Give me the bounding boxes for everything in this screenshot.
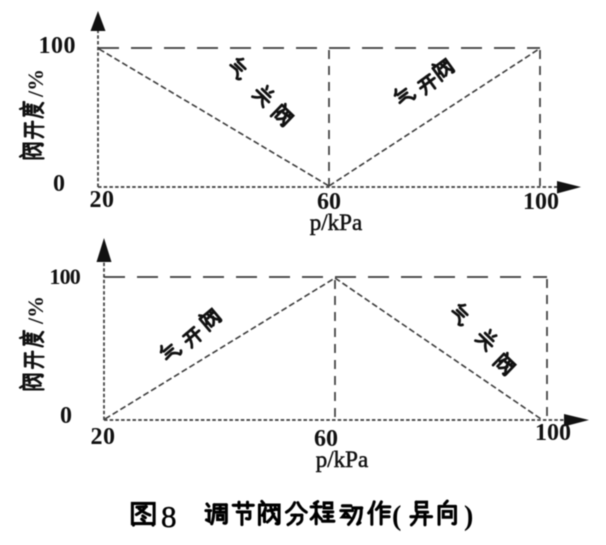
svg-text:60: 60 (317, 189, 341, 215)
svg-text:/%: /% (23, 69, 48, 98)
svg-text:): ) (464, 501, 473, 532)
svg-text:20: 20 (91, 424, 116, 450)
svg-text:p/kPa: p/kPa (310, 210, 362, 235)
svg-text:100: 100 (535, 420, 571, 446)
svg-text:/%: /% (23, 296, 48, 325)
svg-text:0: 0 (53, 171, 65, 197)
svg-text:100: 100 (523, 189, 559, 215)
svg-text:100: 100 (39, 33, 77, 59)
svg-text:8: 8 (161, 499, 177, 534)
svg-text:60: 60 (314, 426, 338, 452)
svg-text:20: 20 (90, 187, 115, 213)
svg-text:p/kPa: p/kPa (316, 447, 368, 472)
svg-text:100: 100 (49, 264, 80, 289)
svg-text:(: ( (392, 501, 401, 532)
svg-text:0: 0 (60, 403, 72, 429)
